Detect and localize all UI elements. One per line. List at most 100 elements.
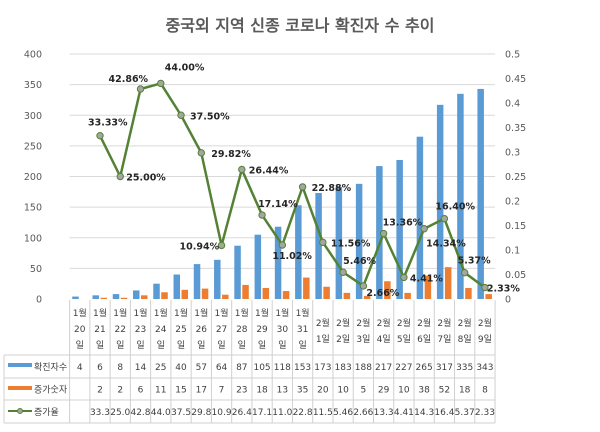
data-label: 5.46% xyxy=(343,256,376,267)
category-label: 1월 xyxy=(154,307,168,319)
bar-confirmed xyxy=(173,274,181,299)
right-axis-tick: 0.5 xyxy=(505,50,520,61)
bar-confirmed xyxy=(335,186,343,299)
left-axis-tick: 150 xyxy=(24,203,42,214)
left-axis-tick: 100 xyxy=(24,233,42,244)
legend-key-increase xyxy=(8,386,32,390)
right-axis-tick: 0.1 xyxy=(505,246,520,257)
legend-key-confirmed xyxy=(8,363,32,367)
table-cell: 26.4 xyxy=(232,408,252,418)
category-label: 일 xyxy=(197,340,205,351)
data-label: 5.37% xyxy=(458,256,491,267)
legend-label: 증가숫자 xyxy=(34,385,68,396)
right-axis-tick: 0.45 xyxy=(505,74,526,85)
bar-increase xyxy=(100,297,107,299)
table-cell: 2.66 xyxy=(353,408,373,418)
bar-increase xyxy=(242,284,249,299)
table-cell: 17 xyxy=(196,386,207,396)
bar-increase xyxy=(120,297,128,299)
bar-increase xyxy=(465,287,472,299)
category-label: 일 xyxy=(96,340,104,351)
bar-confirmed xyxy=(133,290,140,299)
bar-increase xyxy=(303,277,310,299)
table-cell: 188 xyxy=(355,363,372,373)
category-label: 1일 xyxy=(316,334,330,345)
left-axis-tick: 0 xyxy=(36,295,42,306)
line-marker xyxy=(359,282,368,290)
line-marker xyxy=(339,268,347,276)
category-label: 21 xyxy=(94,325,105,335)
legend-key-marker xyxy=(17,408,23,414)
table-cell: 17.1 xyxy=(252,408,272,418)
table-cell: 29.8 xyxy=(191,408,211,418)
table-cell: 16.4 xyxy=(434,408,454,418)
table-cell: 35 xyxy=(297,386,308,396)
series-line-increase-rate xyxy=(98,82,486,289)
category-label: 2월 xyxy=(397,317,411,329)
bar-confirmed xyxy=(416,136,424,299)
bar-increase xyxy=(323,286,330,299)
table-cell: 52 xyxy=(439,386,450,396)
table-cell: 64 xyxy=(216,363,228,373)
table-cell: 57 xyxy=(196,363,207,373)
left-axis-tick: 350 xyxy=(24,80,42,91)
bar-increase xyxy=(181,289,189,299)
table-cell: 44.0 xyxy=(151,408,171,418)
category-label: 일 xyxy=(238,340,246,351)
table-cell: 265 xyxy=(416,363,433,373)
bar-increase xyxy=(404,292,411,299)
data-label: 10.94% xyxy=(180,241,220,252)
category-label: 2월 xyxy=(336,317,350,329)
category-label: 1월 xyxy=(255,307,269,319)
category-label: 일 xyxy=(177,340,185,351)
category-label: 2월 xyxy=(417,317,431,329)
right-axis-tick: 0.05 xyxy=(505,270,526,281)
table-cell: 13 xyxy=(277,386,288,396)
bar-increase xyxy=(262,287,270,299)
table-cell: 343 xyxy=(476,363,493,373)
bar-increase xyxy=(222,294,229,299)
bar-confirmed xyxy=(315,193,322,299)
category-label: 일 xyxy=(278,340,286,351)
data-label: 22.88% xyxy=(312,183,352,194)
category-label: 1월 xyxy=(174,307,188,319)
table-cell: 42.8 xyxy=(130,408,150,418)
table-cell: 40 xyxy=(175,363,187,373)
category-label: 2일 xyxy=(336,334,350,345)
category-label: 27 xyxy=(216,325,227,335)
bar-increase xyxy=(141,295,148,299)
bar-increase xyxy=(424,275,432,299)
table-cell: 87 xyxy=(236,363,247,373)
category-label: 일 xyxy=(298,340,306,351)
line-marker xyxy=(440,214,449,223)
data-label: 25.00% xyxy=(126,173,166,184)
data-label: 37.50% xyxy=(190,111,230,122)
category-label: 1월 xyxy=(134,307,148,319)
data-label: 11.56% xyxy=(331,238,371,249)
table-cell: 15 xyxy=(175,386,186,396)
line-marker xyxy=(319,238,327,247)
line-marker xyxy=(258,211,266,219)
chart-title: 중국외 지역 신종 코로나 확진자 수 추이 xyxy=(166,16,435,35)
table-cell: 11.0 xyxy=(272,408,292,418)
category-label: 28 xyxy=(236,325,248,335)
line-marker xyxy=(400,273,408,282)
table-cell: 13.3 xyxy=(374,408,394,418)
table-cell: 29 xyxy=(378,386,390,396)
bar-confirmed xyxy=(153,283,160,299)
bar-increase xyxy=(282,291,290,299)
table-cell: 183 xyxy=(335,363,352,373)
category-label: 1월 xyxy=(113,307,127,319)
bar-increase xyxy=(343,292,351,299)
bar-confirmed xyxy=(457,93,464,299)
legend-label: 증가율 xyxy=(34,407,59,418)
category-label: 일 xyxy=(76,340,84,351)
table-cell: 11 xyxy=(155,386,166,396)
bar-increase xyxy=(485,294,492,299)
table-cell: 217 xyxy=(375,363,392,373)
category-label: 2월 xyxy=(356,317,370,329)
bar-confirmed xyxy=(274,226,282,299)
table-cell: 37.5 xyxy=(171,408,191,418)
table-cell: 25.0 xyxy=(110,408,130,418)
